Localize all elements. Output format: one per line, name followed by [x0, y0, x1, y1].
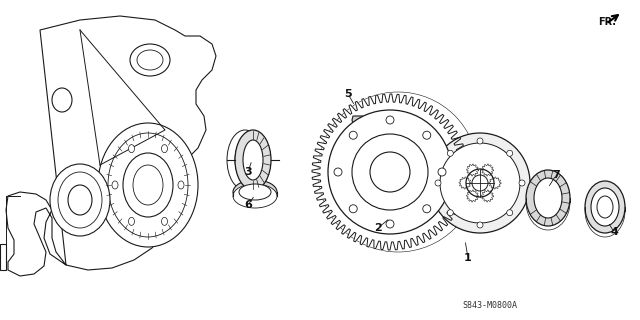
Text: 4: 4 — [610, 227, 618, 237]
Ellipse shape — [233, 180, 277, 204]
Polygon shape — [352, 116, 364, 124]
Circle shape — [447, 150, 453, 156]
Ellipse shape — [123, 153, 173, 217]
Ellipse shape — [98, 123, 198, 247]
Ellipse shape — [130, 44, 170, 76]
Text: S843-M0800A: S843-M0800A — [463, 300, 518, 309]
Ellipse shape — [233, 184, 277, 208]
Text: 1: 1 — [464, 253, 472, 263]
Ellipse shape — [597, 196, 613, 218]
Circle shape — [370, 152, 410, 192]
Text: FR.: FR. — [598, 17, 616, 27]
Polygon shape — [459, 177, 471, 189]
Circle shape — [334, 168, 342, 176]
Circle shape — [349, 205, 357, 213]
Polygon shape — [481, 164, 493, 176]
Polygon shape — [312, 94, 468, 250]
Text: 6: 6 — [244, 200, 252, 210]
Circle shape — [507, 150, 513, 156]
Ellipse shape — [243, 140, 263, 180]
Polygon shape — [0, 244, 6, 270]
Ellipse shape — [58, 172, 102, 228]
Circle shape — [447, 210, 453, 216]
Ellipse shape — [68, 185, 92, 215]
Text: 5: 5 — [344, 89, 352, 99]
Ellipse shape — [161, 145, 168, 153]
Ellipse shape — [161, 217, 168, 225]
Ellipse shape — [52, 88, 72, 112]
Ellipse shape — [591, 188, 619, 226]
Circle shape — [386, 220, 394, 228]
Ellipse shape — [239, 184, 271, 200]
Circle shape — [472, 175, 488, 191]
Circle shape — [507, 210, 513, 216]
Circle shape — [435, 180, 441, 186]
Ellipse shape — [235, 140, 255, 180]
Ellipse shape — [235, 130, 271, 190]
Circle shape — [423, 131, 431, 139]
Ellipse shape — [585, 181, 625, 233]
Text: 3: 3 — [244, 167, 252, 177]
Text: 2: 2 — [374, 223, 382, 233]
Circle shape — [466, 169, 494, 197]
Ellipse shape — [108, 133, 188, 237]
Polygon shape — [467, 190, 479, 202]
Ellipse shape — [112, 181, 118, 189]
Polygon shape — [6, 16, 216, 276]
Circle shape — [349, 131, 357, 139]
Circle shape — [519, 180, 525, 186]
Polygon shape — [481, 190, 493, 202]
Ellipse shape — [534, 178, 562, 218]
Circle shape — [352, 134, 428, 210]
Ellipse shape — [129, 217, 134, 225]
Circle shape — [423, 205, 431, 213]
Circle shape — [440, 143, 520, 223]
Polygon shape — [489, 177, 501, 189]
Ellipse shape — [50, 164, 110, 236]
Polygon shape — [467, 164, 479, 176]
Ellipse shape — [227, 130, 263, 190]
Ellipse shape — [129, 145, 134, 153]
Ellipse shape — [133, 165, 163, 205]
Circle shape — [477, 222, 483, 228]
Circle shape — [386, 116, 394, 124]
Ellipse shape — [526, 170, 570, 226]
Circle shape — [328, 110, 452, 234]
Text: 7: 7 — [552, 170, 560, 180]
Circle shape — [477, 138, 483, 144]
Circle shape — [430, 133, 530, 233]
Ellipse shape — [178, 181, 184, 189]
Ellipse shape — [137, 50, 163, 70]
Circle shape — [438, 168, 446, 176]
